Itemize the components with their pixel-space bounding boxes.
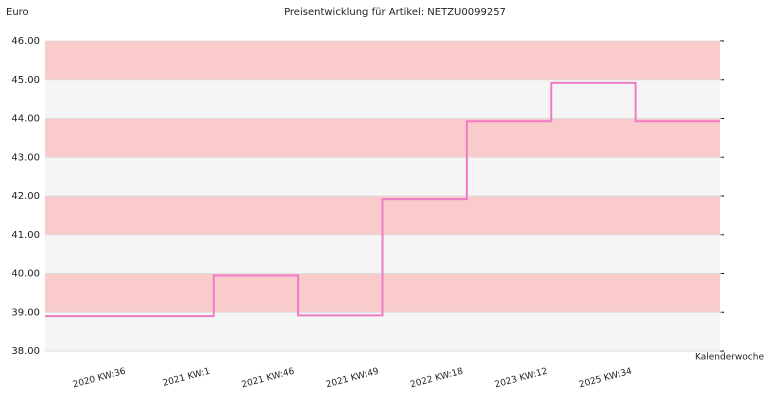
band (45, 312, 720, 351)
band (45, 41, 720, 80)
y-tick-label: 43.00 (11, 152, 40, 163)
y-tick-label: 45.00 (11, 75, 40, 86)
price-line (45, 81, 720, 318)
y-tick-label: 40.00 (11, 269, 40, 280)
y-tick-label: 38.00 (11, 346, 40, 357)
y-axis-label: Euro (6, 7, 29, 18)
y-tick-label: 41.00 (11, 230, 40, 241)
y-tick-label: 39.00 (11, 307, 40, 318)
band (45, 157, 720, 196)
band (45, 118, 720, 158)
y-tick-label: 44.00 (11, 114, 40, 125)
band (45, 79, 720, 119)
x-axis-label: Kalenderwoche (695, 353, 764, 363)
y-tick-label: 46.00 (11, 36, 40, 47)
y-tick-label: 42.00 (11, 191, 40, 202)
chart-title: Preisentwicklung für Artikel: NETZU00992… (284, 7, 506, 18)
